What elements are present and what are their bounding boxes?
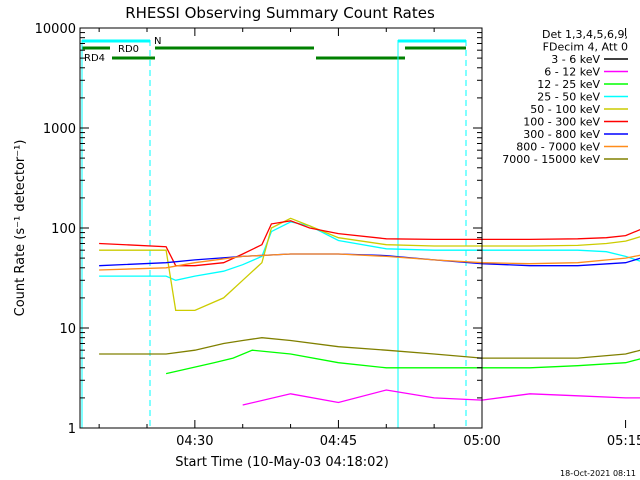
legend-label: 3 - 6 keV	[551, 53, 600, 66]
legend-label: 6 - 12 keV	[544, 66, 600, 79]
y-axis-label: Count Rate (s⁻¹ detector⁻¹)	[13, 140, 28, 317]
legend-label: 300 - 800 keV	[523, 128, 600, 141]
series-lines	[99, 217, 640, 406]
legend-header: Det 1,3,4,5,6,9,	[542, 28, 628, 41]
y-ticks: 1 10 100 1000 10000	[35, 22, 482, 437]
state-bars: N RD0 RD4	[81, 36, 467, 428]
legend: Det 1,3,4,5,6,9,FDecim 4, Att 03 - 6 keV…	[502, 28, 628, 166]
legend-label: 800 - 7000 keV	[516, 141, 600, 154]
legend-label: 50 - 100 keV	[530, 103, 600, 116]
x-tick-label: 04:45	[320, 434, 357, 449]
chart-title: RHESSI Observing Summary Count Rates	[125, 4, 435, 22]
y-tick-label: 100	[51, 222, 76, 237]
state-bar-label: RD4	[84, 53, 105, 64]
series-line-6	[99, 220, 640, 267]
series-line-8	[99, 253, 640, 271]
x-tick-label: 05:15	[607, 434, 640, 449]
y-tick-label: 1	[68, 422, 76, 437]
series-line-3	[165, 349, 640, 375]
series-line-9	[99, 337, 640, 359]
series-line-5	[99, 217, 640, 312]
legend-label: 7000 - 15000 keV	[502, 153, 600, 166]
legend-label: 25 - 50 keV	[537, 91, 600, 104]
y-tick-label: 1000	[43, 122, 76, 137]
legend-label: 100 - 300 keV	[523, 116, 600, 129]
series-line-2	[242, 389, 640, 406]
legend-label: 12 - 25 keV	[537, 78, 600, 91]
y-tick-label: 10000	[35, 22, 76, 37]
y-tick-label: 10	[59, 322, 76, 337]
legend-header: FDecim 4, Att 0	[543, 41, 628, 54]
x-tick-label: 04:30	[176, 434, 213, 449]
x-axis-label: Start Time (10-May-03 04:18:02)	[175, 455, 389, 470]
series-line-7	[99, 253, 640, 267]
state-bar-label: N	[154, 36, 161, 47]
x-tick-label: 05:00	[463, 434, 500, 449]
timestamp: 18-Oct-2021 08:11	[560, 469, 636, 478]
state-bar-label: RD0	[118, 44, 139, 55]
series-line-4	[99, 221, 640, 281]
